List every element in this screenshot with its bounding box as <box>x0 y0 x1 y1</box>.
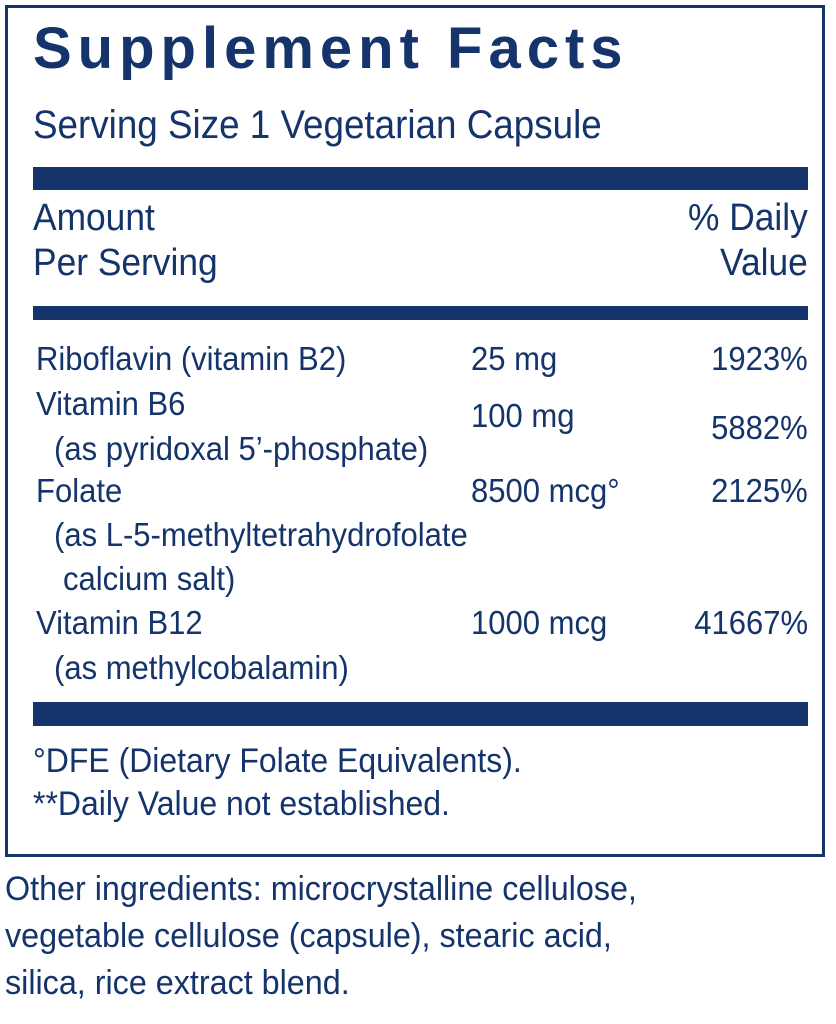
nutrient-source: (as pyridoxal 5’-phosphate) <box>54 430 429 467</box>
nutrient-amount: 8500 mcg° <box>471 472 620 509</box>
supplement-facts-panel: Supplement Facts Serving Size 1 Vegetari… <box>5 5 825 857</box>
nutrient-daily-value: 5882% <box>711 409 808 446</box>
other-ingredients-line1: Other ingredients: microcrystalline cell… <box>5 870 637 908</box>
nutrient-amount: 25 mg <box>471 340 558 377</box>
daily-value-header: % Daily Value <box>688 196 808 286</box>
panel-inner: Supplement Facts Serving Size 1 Vegetari… <box>33 8 808 854</box>
nutrient-amount: 1000 mcg <box>471 604 608 641</box>
other-ingredients-line2: vegetable cellulose (capsule), stearic a… <box>5 917 612 955</box>
nutrient-table: Riboflavin (vitamin B2) 25 mg 1923% Vita… <box>33 320 808 692</box>
nutrient-name: Folate <box>36 472 123 509</box>
nutrient-name: Riboflavin (vitamin B2) <box>36 340 347 377</box>
nutrient-source: (as L-5-methyltetrahydrofolate <box>54 516 468 553</box>
nutrient-amount: 100 mg <box>471 397 575 434</box>
rule-under-column-header <box>33 306 808 320</box>
dv-header-line1: % Daily <box>688 197 808 239</box>
column-header: Amount Per Serving % Daily Value <box>33 190 808 298</box>
serving-size-text: Serving Size 1 Vegetarian Capsule <box>33 103 602 147</box>
footnote-dfe: °DFE (Dietary Folate Equivalents). <box>33 742 522 780</box>
nutrient-name: Vitamin B12 <box>36 604 203 641</box>
amount-header-line2: Per Serving <box>33 242 218 284</box>
footnotes: °DFE (Dietary Folate Equivalents). **Dai… <box>33 740 808 826</box>
other-ingredients: Other ingredients: microcrystalline cell… <box>5 866 833 1007</box>
nutrient-daily-value: 1923% <box>711 340 808 377</box>
amount-per-serving-header: Amount Per Serving <box>33 196 218 286</box>
footnote-daily-value: **Daily Value not established. <box>33 785 450 823</box>
page-title: Supplement Facts <box>33 16 629 81</box>
rule-under-nutrients <box>33 702 808 726</box>
nutrient-source-cont: calcium salt) <box>63 560 236 597</box>
rule-under-serving-size <box>33 167 808 190</box>
dv-header-line2: Value <box>720 242 808 284</box>
nutrient-daily-value: 41667% <box>694 604 808 641</box>
nutrient-source: (as methylcobalamin) <box>54 649 349 686</box>
nutrient-daily-value: 2125% <box>711 472 808 509</box>
other-ingredients-line3: silica, rice extract blend. <box>5 964 350 1002</box>
amount-header-line1: Amount <box>33 197 155 239</box>
nutrient-name: Vitamin B6 <box>36 385 186 422</box>
